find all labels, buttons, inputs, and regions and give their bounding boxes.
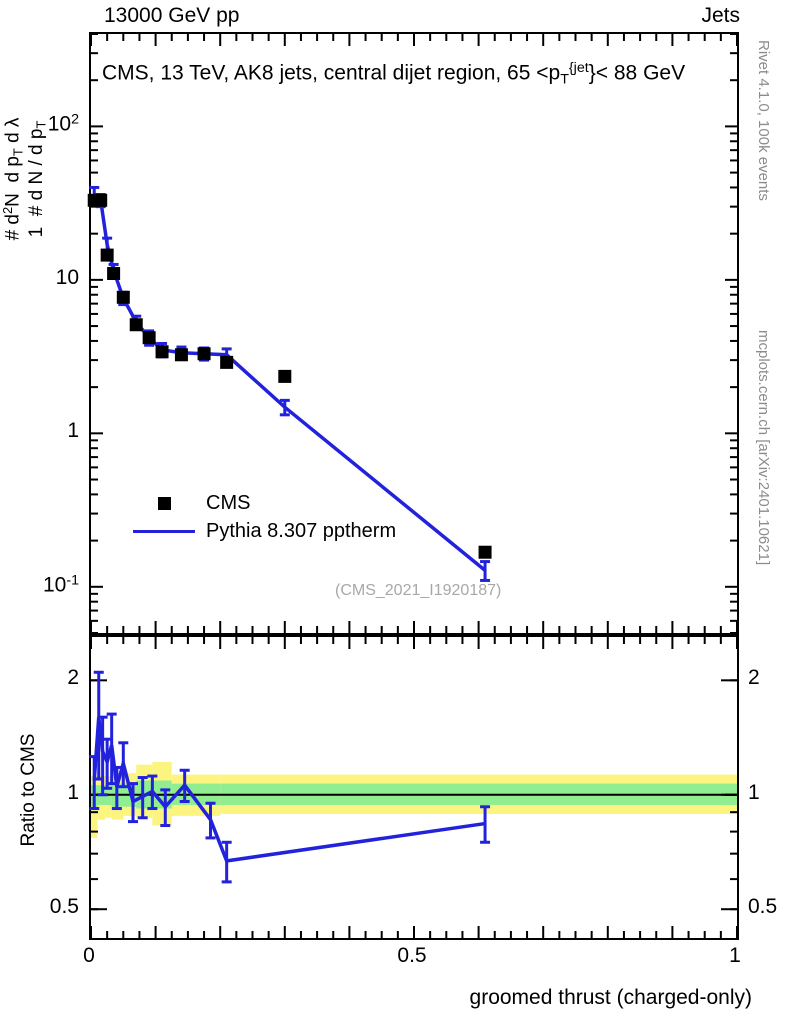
y-axis-label-denominator: 1 # d N / d pT <box>26 121 49 238</box>
legend-label-pythia: Pythia 8.307 pptherm <box>206 519 397 542</box>
ratio-y-tick-left-1: 1 <box>67 780 79 804</box>
main-y-tick-0: 102 <box>47 111 79 137</box>
header-right-label: Jets <box>701 4 740 27</box>
header-left-label: 13000 GeV pp <box>104 4 240 27</box>
x-tick-0: 0 <box>83 944 95 967</box>
x-tick-2: 1 <box>729 944 741 967</box>
main-y-tick-2: 1 <box>67 419 79 443</box>
legend: CMS Pythia 8.307 pptherm <box>128 489 396 545</box>
legend-label-cms: CMS <box>206 491 251 514</box>
ratio-y-tick-right-1: 1 <box>748 780 760 804</box>
y-num-prefix: # d <box>3 214 25 241</box>
analysis-watermark: (CMS_2021_I1920187) <box>335 582 502 599</box>
main-y-tick-3: 10-1 <box>42 572 79 597</box>
ratio-y-tick-right-2: 0.5 <box>748 895 778 919</box>
main-plot-panel: CMS, 13 TeV, AK8 jets, central dijet reg… <box>87 32 739 635</box>
rivet-version-caption: Rivet 4.1.0, 100k events <box>755 40 772 201</box>
x-axis-label: groomed thrust (charged-only) <box>469 986 752 1009</box>
main-plot-canvas <box>87 33 738 634</box>
main-y-tick-1: 10 <box>55 265 79 289</box>
plot-title-sub: T <box>560 71 569 88</box>
x-tick-1: 0.5 <box>397 944 427 967</box>
ratio-plot-panel <box>89 635 739 940</box>
y-num-denom-prefix: d p <box>3 156 25 183</box>
y-num-exponent: 2 <box>0 206 16 214</box>
plot-title-post: }< 88 GeV <box>588 61 686 85</box>
legend-item-cms[interactable]: CMS <box>128 489 396 517</box>
plot-title-pre: CMS, 13 TeV, AK8 jets, central dijet reg… <box>102 61 561 85</box>
ratio-y-tick-left-0: 2 <box>67 666 79 690</box>
pythia-line-icon <box>128 529 200 533</box>
y-den-text: # d N / d p <box>26 128 48 217</box>
y-den-one: 1 <box>26 226 48 238</box>
ratio-y-tick-left-2: 0.5 <box>49 895 79 919</box>
cms-marker-icon <box>128 496 200 510</box>
legend-item-pythia[interactable]: Pythia 8.307 pptherm <box>128 517 396 545</box>
y-num-denom-sub: T <box>10 148 26 157</box>
mcplots-reference-caption: mcplots.cern.ch [arXiv:2401.10621] <box>755 330 772 566</box>
ratio-y-tick-right-0: 2 <box>748 666 760 690</box>
ratio-plot-canvas <box>89 637 738 938</box>
plot-title-sup: {jet <box>568 60 589 76</box>
y-num-suffix: N <box>3 193 25 207</box>
plot-title: CMS, 13 TeV, AK8 jets, central dijet reg… <box>102 60 685 87</box>
